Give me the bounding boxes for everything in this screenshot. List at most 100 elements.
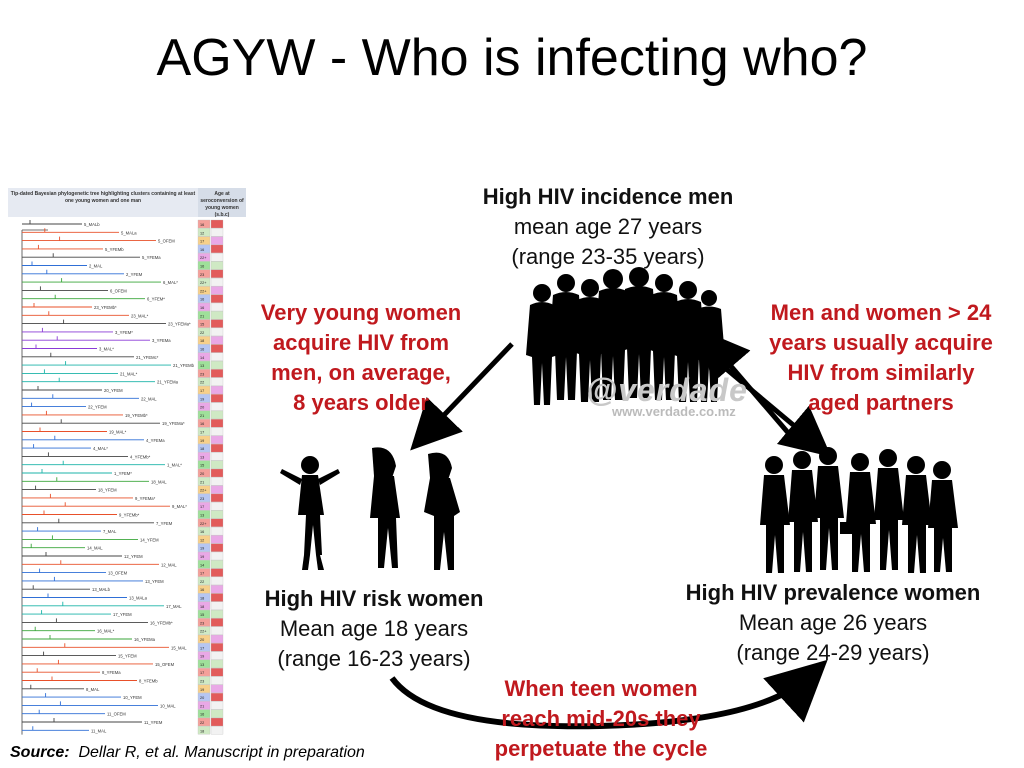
tree-leaf-label: 5_OFEM	[158, 239, 175, 244]
age-cell	[210, 468, 224, 478]
age-cell-label: 22	[200, 721, 204, 725]
age-cell	[210, 244, 224, 254]
tree-leaf-label: 7_MAL	[103, 529, 117, 534]
tree-leaf-label: 5_YFEMb	[105, 247, 124, 252]
age-cell-label: 20	[200, 696, 204, 700]
age-cell	[210, 626, 224, 635]
age-cell	[210, 377, 224, 386]
age-cell	[210, 717, 224, 727]
tree-branch	[22, 294, 145, 300]
age-cell-label: 13	[200, 364, 204, 368]
source-label: Source:	[10, 744, 70, 761]
age-cell	[210, 601, 224, 610]
tree-branch	[22, 718, 142, 723]
age-cell	[197, 261, 211, 270]
age-cell-label: 19	[200, 547, 204, 551]
age-cell	[210, 277, 224, 287]
age-cell	[197, 502, 211, 511]
age-cell	[210, 568, 224, 577]
age-cell	[210, 311, 224, 320]
age-cell	[197, 535, 211, 544]
age-cell-label: 15	[200, 323, 204, 327]
age-cell-label: 15	[200, 613, 204, 617]
annotation-right-line: HIV from similarly	[787, 360, 975, 385]
age-cell	[210, 219, 224, 229]
age-cell	[197, 419, 211, 428]
age-cell-label: 18	[200, 605, 204, 609]
age-cell	[210, 443, 224, 453]
tree-leaf-label: 23_MAL*	[131, 313, 149, 318]
tree-branch	[22, 726, 89, 731]
annotation-left-line: men, on average,	[271, 360, 451, 385]
tree-leaf-label: 9_YFEMa*	[135, 496, 156, 501]
tree-leaf-label: 5_YFEMa	[142, 255, 161, 260]
age-cell-label: 20	[200, 472, 204, 476]
tree-leaf-label: 4_YFEMa	[146, 438, 165, 443]
prevalence-women-heading: High HIV prevalence women	[685, 580, 981, 605]
age-cell-label: 20	[200, 406, 204, 410]
tree-leaf-label: 16_YFEMb*	[150, 620, 173, 625]
age-cell	[210, 526, 224, 536]
tree-leaf-label: 9_YFEMb*	[119, 513, 140, 518]
age-cell	[210, 493, 224, 503]
age-cell	[197, 302, 211, 312]
tree-leaf-label: 10_YFEM	[123, 695, 142, 700]
age-cell	[197, 576, 211, 586]
tree-branch	[22, 444, 91, 449]
age-cell	[197, 369, 211, 378]
annotation-bottom-line: reach mid-20s they	[501, 706, 701, 731]
cycle-arrow	[389, 659, 828, 730]
tree-branch	[22, 386, 102, 391]
risk-women-info: High HIV risk women Mean age 18 years (r…	[232, 584, 516, 674]
annotation-left: Very young women acquire HIV from men, o…	[236, 298, 486, 418]
age-cell	[210, 286, 224, 295]
age-cell	[197, 344, 211, 353]
age-cell	[210, 477, 224, 486]
age-cell-label: 17	[200, 240, 204, 244]
men-silhouettes-icon	[526, 267, 725, 405]
age-cell-label: 14	[200, 356, 204, 360]
tree-branch	[22, 651, 116, 657]
age-cell	[197, 327, 211, 337]
tree-branch	[22, 543, 85, 549]
tree-leaf-label: 17_MAL	[166, 604, 182, 609]
tree-branch	[22, 435, 144, 441]
age-cell-label: 21	[200, 704, 204, 708]
age-cell	[210, 410, 224, 420]
age-cell	[210, 452, 224, 461]
tree-branch	[22, 635, 132, 640]
age-cell-label: 19	[200, 688, 204, 692]
annotation-right-line: aged partners	[808, 390, 954, 415]
age-cell-label: 21	[200, 414, 204, 418]
tree-leaf-label: 15_OFEM	[155, 662, 175, 667]
age-cell	[210, 344, 224, 353]
tree-branch	[22, 236, 156, 242]
tree-branch	[22, 394, 139, 399]
age-cell	[197, 336, 211, 345]
tree-branch	[22, 220, 82, 225]
age-cell	[197, 692, 211, 702]
tree-leaf-label: 21_YFEMb	[173, 363, 195, 368]
age-cell	[210, 302, 224, 312]
age-cell	[197, 219, 211, 229]
age-cell	[210, 576, 224, 586]
age-cell-label: 16	[200, 265, 204, 269]
age-cell	[210, 336, 224, 345]
age-cell-label: 21	[200, 480, 204, 484]
age-cell	[197, 601, 211, 610]
tree-leaf-label: 15_YFEM	[118, 654, 137, 659]
age-cell-label: 17	[200, 646, 204, 650]
annotation-bottom-line: perpetuate the cycle	[494, 736, 708, 761]
tree-branch	[22, 493, 133, 499]
tree-branch	[22, 311, 129, 316]
age-cell	[210, 327, 224, 337]
tree-branch	[22, 610, 111, 615]
age-cell-label: 17	[200, 671, 204, 675]
age-cell	[197, 377, 211, 386]
tree-branch	[22, 568, 106, 574]
tree-branch	[22, 552, 122, 557]
tree-leaf-label: 14_YFEM	[140, 537, 159, 542]
age-cell	[210, 502, 224, 511]
age-cell-label: 16	[200, 306, 204, 310]
